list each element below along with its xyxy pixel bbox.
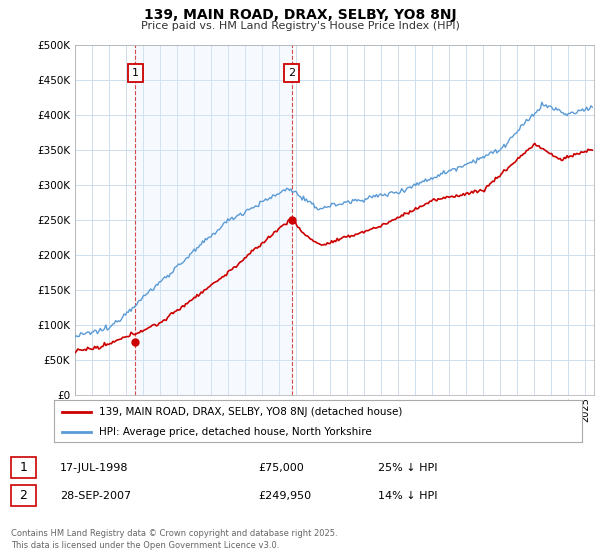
Text: 14% ↓ HPI: 14% ↓ HPI <box>378 491 437 501</box>
Text: 1: 1 <box>132 68 139 78</box>
Text: Contains HM Land Registry data © Crown copyright and database right 2025.
This d: Contains HM Land Registry data © Crown c… <box>11 529 337 550</box>
Text: 1: 1 <box>19 461 28 474</box>
Text: 28-SEP-2007: 28-SEP-2007 <box>60 491 131 501</box>
Text: £75,000: £75,000 <box>258 463 304 473</box>
Text: 2: 2 <box>288 68 295 78</box>
Text: 139, MAIN ROAD, DRAX, SELBY, YO8 8NJ: 139, MAIN ROAD, DRAX, SELBY, YO8 8NJ <box>143 8 457 22</box>
Bar <box>135 45 292 395</box>
Text: 25% ↓ HPI: 25% ↓ HPI <box>378 463 437 473</box>
Text: 139, MAIN ROAD, DRAX, SELBY, YO8 8NJ (detached house): 139, MAIN ROAD, DRAX, SELBY, YO8 8NJ (de… <box>99 407 402 417</box>
Text: Price paid vs. HM Land Registry's House Price Index (HPI): Price paid vs. HM Land Registry's House … <box>140 21 460 31</box>
Text: HPI: Average price, detached house, North Yorkshire: HPI: Average price, detached house, Nort… <box>99 427 371 437</box>
Text: 2: 2 <box>19 489 28 502</box>
Text: £249,950: £249,950 <box>258 491 311 501</box>
Text: 17-JUL-1998: 17-JUL-1998 <box>60 463 128 473</box>
